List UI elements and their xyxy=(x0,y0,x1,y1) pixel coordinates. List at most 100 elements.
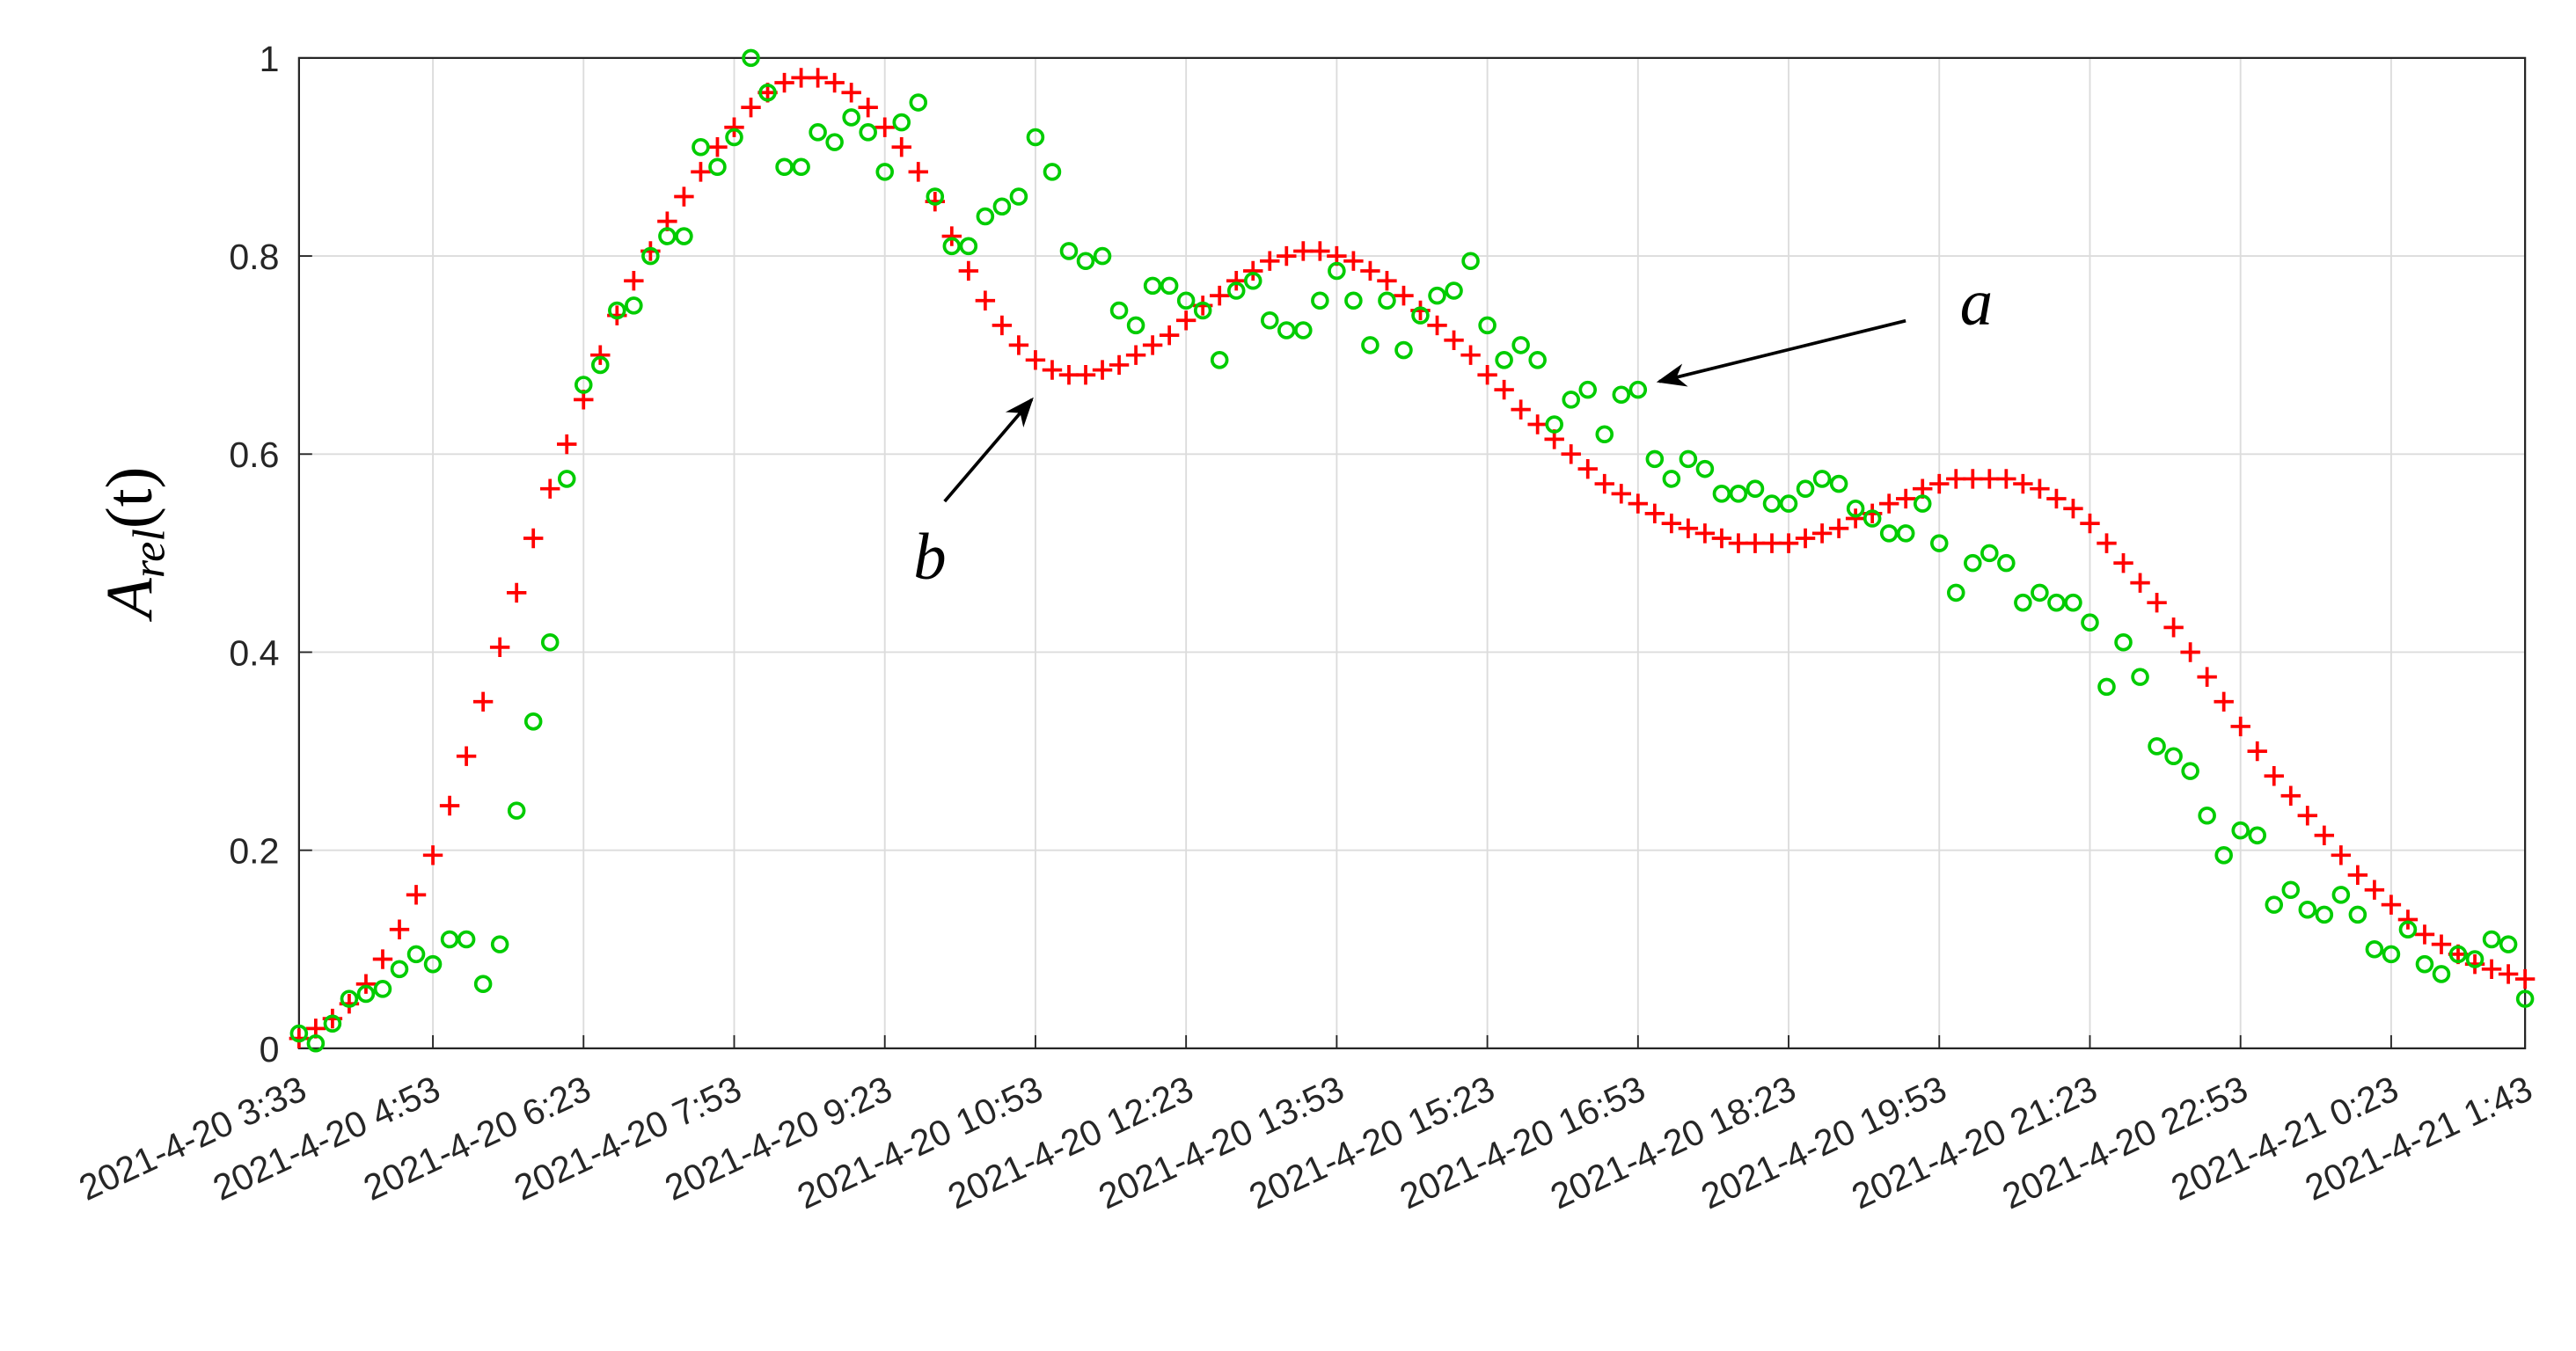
circle-marker xyxy=(1762,494,1782,513)
plus-marker xyxy=(2147,592,2167,613)
circle-marker xyxy=(658,227,677,245)
plus-marker xyxy=(908,162,928,182)
circle-marker xyxy=(1662,470,1681,488)
circle-marker xyxy=(2348,905,2367,924)
circle-marker xyxy=(1980,544,1999,563)
plus-marker xyxy=(1377,271,1397,291)
plus-marker xyxy=(1460,345,1481,365)
circle-marker xyxy=(1193,301,1212,320)
circle-marker xyxy=(540,632,560,652)
y-tick-label: 0.8 xyxy=(229,237,279,277)
plus-marker xyxy=(2397,909,2419,930)
plus-marker xyxy=(1209,285,1230,306)
circle-marker xyxy=(1210,351,1229,369)
plus-marker xyxy=(2080,513,2100,534)
circle-marker xyxy=(2114,632,2133,652)
circle-marker xyxy=(306,1033,326,1053)
circle-marker xyxy=(1461,252,1480,270)
plus-marker xyxy=(2113,552,2133,573)
plus-marker xyxy=(590,345,611,365)
plus-marker xyxy=(1444,330,1464,350)
plus-marker xyxy=(1778,533,1799,553)
circle-marker xyxy=(2331,886,2351,904)
circle-marker xyxy=(2448,945,2468,964)
plus-marker xyxy=(472,691,494,712)
plus-marker xyxy=(2431,934,2452,954)
circle-marker xyxy=(758,84,777,102)
circle-marker xyxy=(1947,583,1965,602)
plus-marker xyxy=(1310,241,1330,261)
plus-marker xyxy=(2280,785,2301,806)
circle-marker xyxy=(340,990,359,1008)
plus-marker xyxy=(1494,379,1514,400)
plus-marker xyxy=(540,478,560,499)
circle-marker xyxy=(1378,291,1396,310)
plus-marker xyxy=(1711,528,1732,549)
circle-marker xyxy=(323,1014,342,1033)
plus-marker xyxy=(1996,469,2016,489)
circle-marker xyxy=(1076,252,1095,270)
circle-marker xyxy=(2131,668,2149,686)
circle-marker xyxy=(1093,246,1112,266)
plus-marker xyxy=(791,68,811,88)
circle-marker xyxy=(423,954,443,974)
plus-marker xyxy=(2297,806,2318,826)
plus-marker xyxy=(1980,469,2000,489)
plus-marker xyxy=(1761,533,1782,553)
circle-marker xyxy=(926,187,945,206)
plus-marker xyxy=(422,845,443,865)
circle-marker xyxy=(809,123,827,142)
circle-marker xyxy=(1545,415,1563,434)
circle-marker xyxy=(2298,900,2317,919)
plus-marker xyxy=(2347,865,2368,886)
plus-marker xyxy=(808,68,828,88)
circle-marker xyxy=(1160,276,1179,296)
circle-marker xyxy=(1645,449,1665,469)
circle-marker xyxy=(1729,485,1748,503)
circle-marker xyxy=(2382,945,2401,964)
plus-marker xyxy=(2214,691,2234,712)
circle-marker xyxy=(390,960,409,979)
circle-marker xyxy=(1679,449,1698,469)
plus-marker xyxy=(741,97,761,118)
plus-marker xyxy=(941,226,962,246)
circle-marker xyxy=(1712,485,1731,503)
plus-marker xyxy=(1477,364,1497,385)
circle-marker xyxy=(675,227,693,245)
plus-marker xyxy=(1963,469,1983,489)
circle-marker xyxy=(1009,187,1028,206)
plus-marker xyxy=(389,919,410,939)
circle-marker xyxy=(792,157,810,177)
plus-marker xyxy=(1745,533,1766,553)
plus-marker xyxy=(1159,325,1180,346)
circle-marker xyxy=(1879,524,1899,543)
circle-marker xyxy=(1929,534,1949,552)
plus-marker xyxy=(355,974,377,994)
circle-marker xyxy=(708,157,727,177)
annotation-arrow xyxy=(1656,318,1906,387)
plus-marker xyxy=(1644,503,1665,524)
circle-marker xyxy=(1896,524,1915,543)
plus-marker xyxy=(707,137,728,157)
plus-marker xyxy=(2364,880,2385,900)
circle-marker xyxy=(1311,291,1329,310)
circle-marker xyxy=(2164,747,2183,765)
plus-marker xyxy=(2030,478,2050,499)
plus-marker xyxy=(1694,523,1716,544)
circle-marker xyxy=(1964,553,1982,573)
circle-marker xyxy=(1846,499,1865,518)
plus-marker xyxy=(1008,335,1029,355)
plus-marker xyxy=(691,162,711,182)
plus-marker xyxy=(1025,350,1046,370)
circle-marker xyxy=(1361,336,1379,354)
plus-marker xyxy=(1678,518,1699,538)
plus-marker xyxy=(875,117,895,137)
circle-marker xyxy=(1779,494,1798,513)
plus-marker xyxy=(2230,716,2250,737)
circle-marker xyxy=(875,163,894,181)
plus-marker xyxy=(774,72,794,93)
circle-marker xyxy=(1226,281,1246,300)
circle-marker xyxy=(825,133,844,151)
plus-marker xyxy=(1845,508,1866,529)
